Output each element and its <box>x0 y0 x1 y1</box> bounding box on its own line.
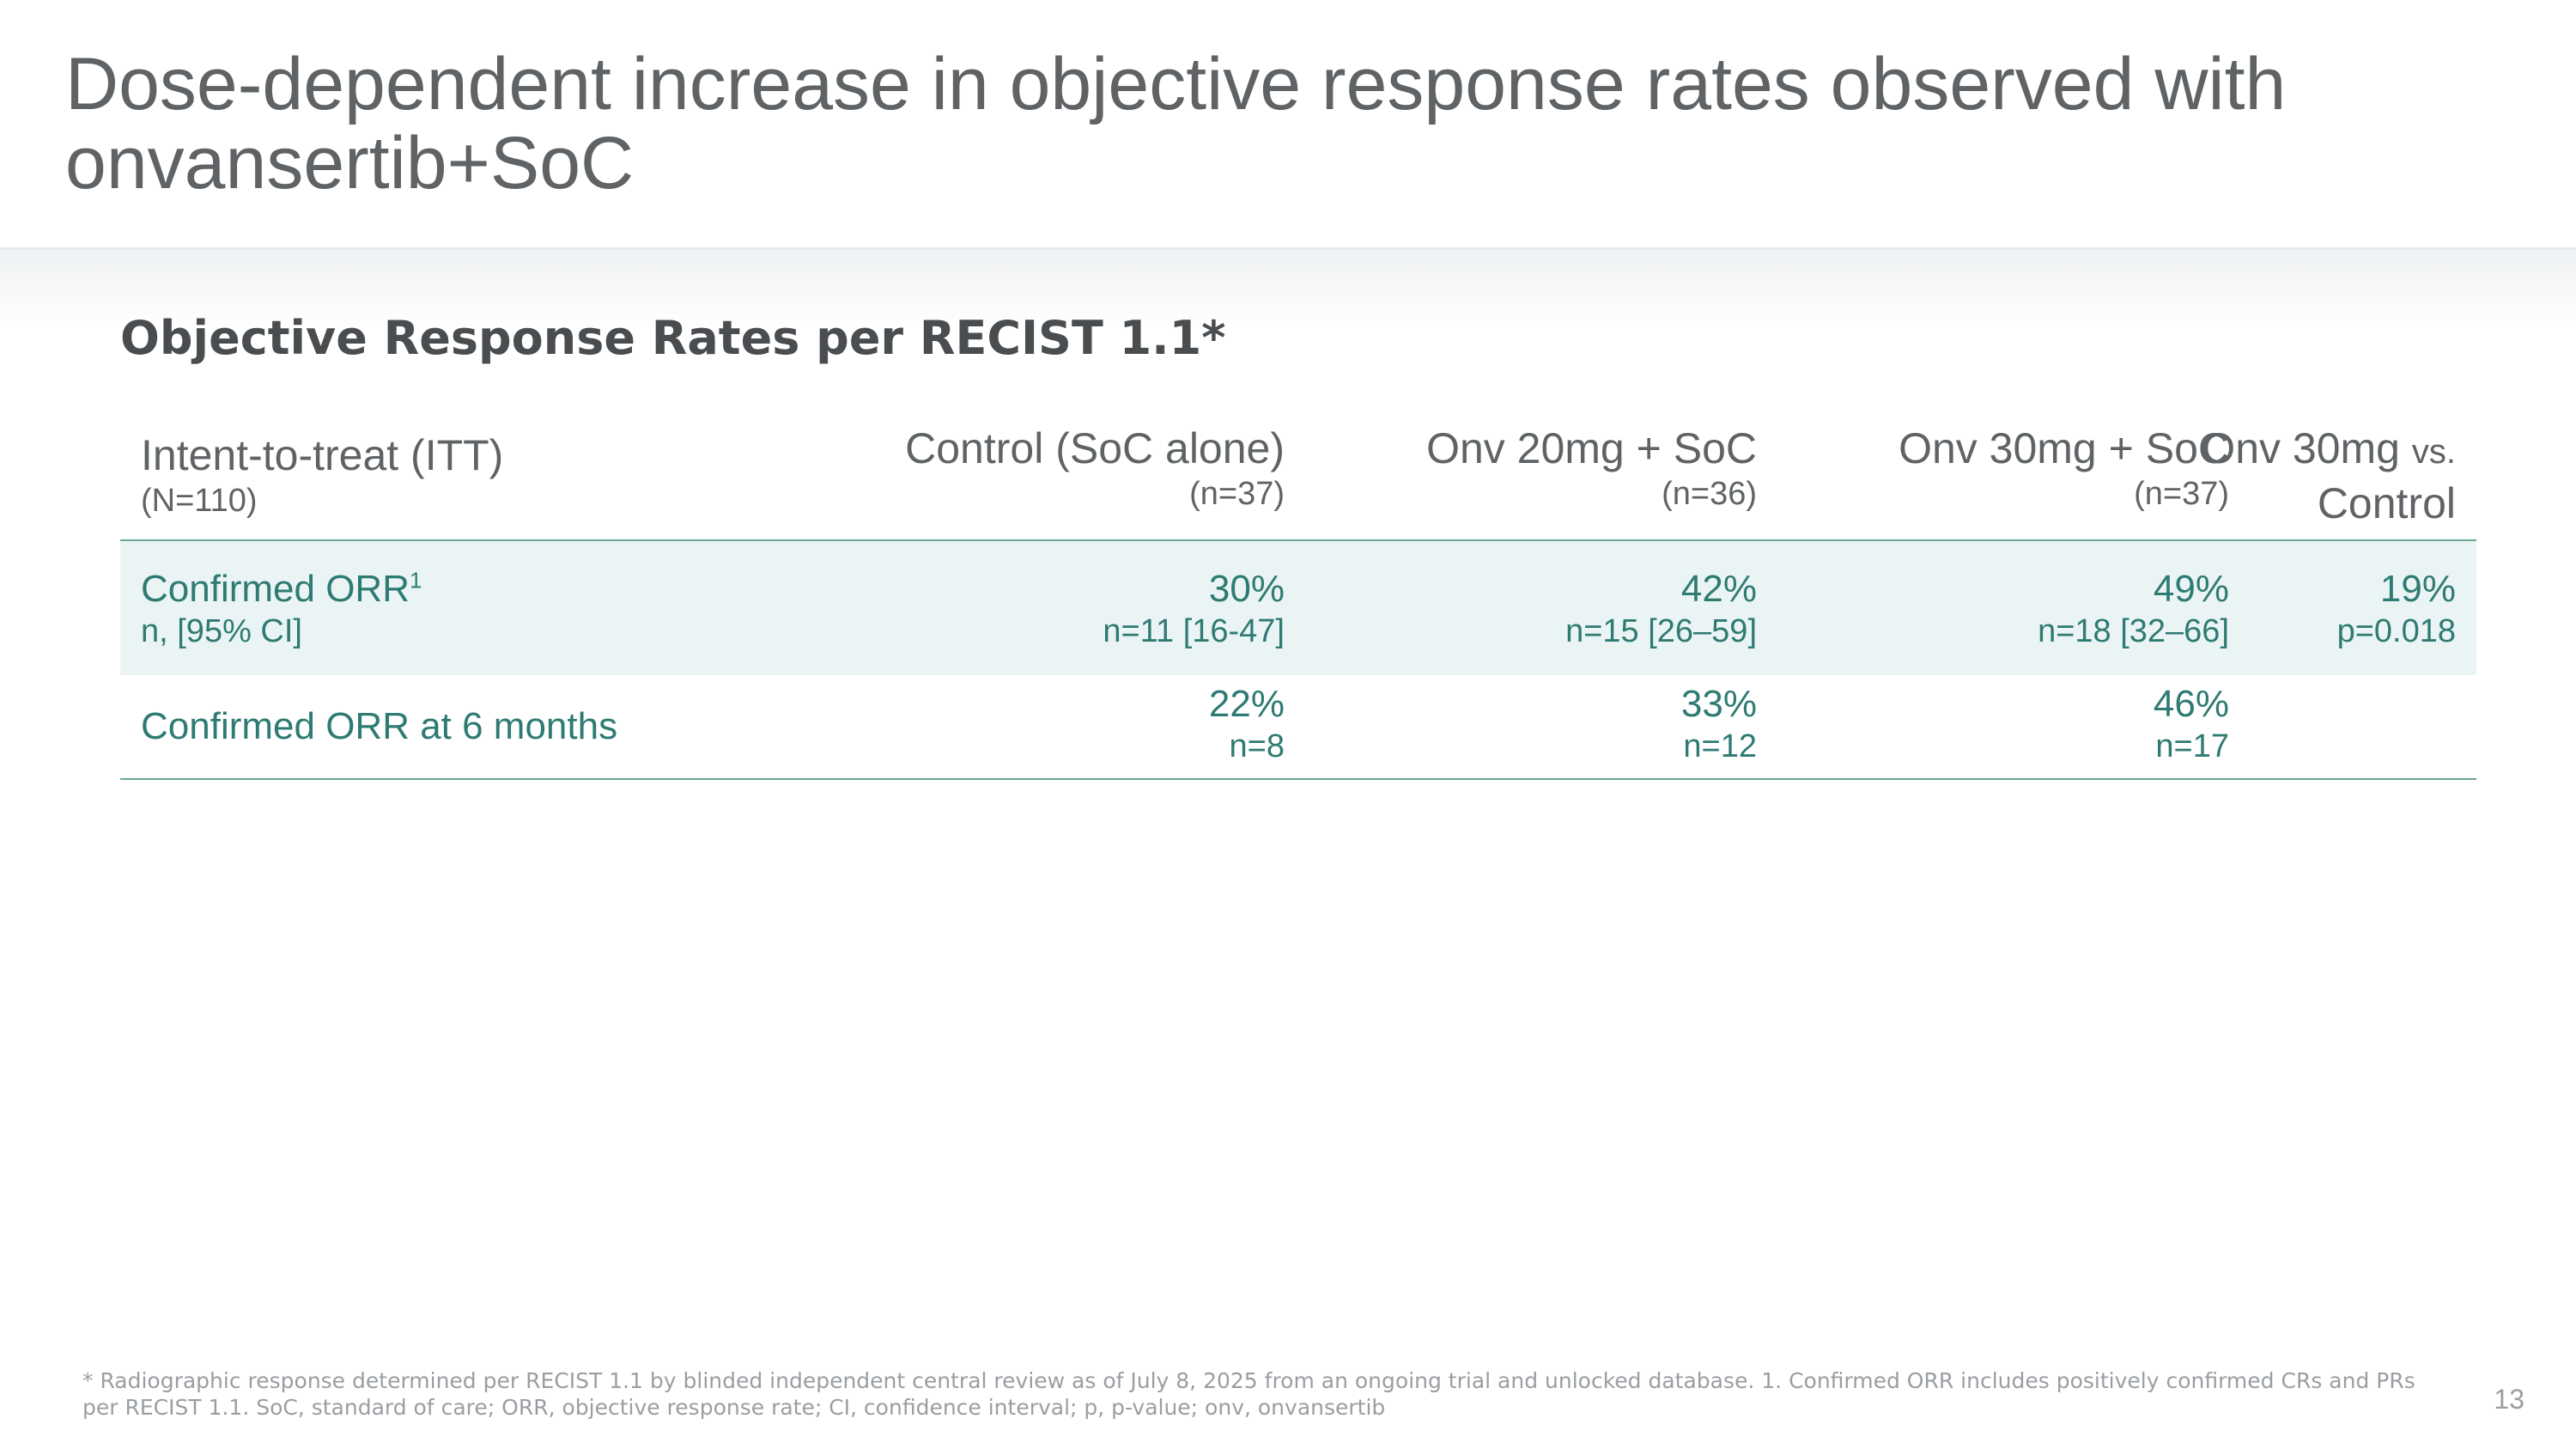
table-row-confirmed-orr-6-months: Confirmed ORR at 6 months 22% n=8 33% n=… <box>120 675 2476 780</box>
population-header-cell: Intent-to-treat (ITT) (N=110) <box>141 429 776 521</box>
onv30-label: Onv 30mg + SoC <box>1899 424 2229 472</box>
comparison-label-b: Control <box>2317 479 2456 527</box>
control-orr6-pct: 22% <box>1208 683 1285 725</box>
table-header-row: Intent-to-treat (ITT) (N=110) Control (S… <box>120 419 2476 541</box>
onv20-label: Onv 20mg + SoC <box>1426 424 1757 472</box>
onv30-header-cell: Onv 30mg + SoC (n=37) <box>1700 423 2229 514</box>
onv20-orr-cell: 42% n=15 [26–59] <box>1228 567 1757 651</box>
onv20-header-cell: Onv 20mg + SoC (n=36) <box>1228 423 1757 514</box>
page-number: 13 <box>2494 1384 2524 1415</box>
comparison-orr-pct: 19% <box>2379 568 2456 610</box>
onv30-orr6-detail: n=17 <box>2155 728 2229 764</box>
onv20-orr6-pct: 33% <box>1680 683 1757 725</box>
onv20-orr-detail: n=15 [26–59] <box>1565 613 1757 649</box>
onv20-orr6-detail: n=12 <box>1683 728 1757 764</box>
comparison-label-line1: Onv 30mg vs. <box>2112 423 2456 478</box>
onv20-n: (n=36) <box>1662 476 1757 512</box>
onv30-orr-detail: n=18 [32–66] <box>2038 613 2229 649</box>
control-orr6-cell: 22% n=8 <box>756 682 1285 766</box>
confirmed-orr-label-cell: Confirmed ORR1 n, [95% CI] <box>141 567 776 651</box>
confirmed-orr-label: Confirmed ORR1 <box>141 567 422 610</box>
orr-table: Intent-to-treat (ITT) (N=110) Control (S… <box>120 419 2476 780</box>
orr6-label-cell: Confirmed ORR at 6 months <box>141 704 776 749</box>
control-orr6-detail: n=8 <box>1229 728 1285 764</box>
confirmed-orr-sublabel: n, [95% CI] <box>141 613 302 649</box>
onv30-orr6-cell: 46% n=17 <box>1700 682 2229 766</box>
section-title: Objective Response Rates per RECIST 1.1* <box>120 311 1226 365</box>
control-n: (n=37) <box>1189 476 1285 512</box>
control-orr-detail: n=11 [16-47] <box>1103 613 1285 649</box>
orr6-label: Confirmed ORR at 6 months <box>141 705 618 747</box>
footnote: * Radiographic response determined per R… <box>82 1368 2415 1420</box>
control-label: Control (SoC alone) <box>905 424 1285 472</box>
comparison-label-a: Onv 30mg <box>2202 424 2400 472</box>
onv20-orr6-cell: 33% n=12 <box>1228 682 1757 766</box>
footnote-marker: 1 <box>409 567 422 594</box>
onv30-orr6-pct: 46% <box>2153 683 2229 725</box>
table-row-confirmed-orr: Confirmed ORR1 n, [95% CI] 30% n=11 [16-… <box>120 541 2476 675</box>
control-orr-pct: 30% <box>1208 568 1285 610</box>
control-header-cell: Control (SoC alone) (n=37) <box>756 423 1285 514</box>
comparison-label-vs: vs. <box>2411 433 2456 471</box>
comparison-header-cell: Onv 30mg vs. Control <box>2112 423 2456 529</box>
control-orr-cell: 30% n=11 [16-47] <box>756 567 1285 651</box>
onv20-orr-pct: 42% <box>1680 568 1757 610</box>
population-label: Intent-to-treat (ITT) <box>141 431 504 479</box>
onv30-n: (n=37) <box>2134 476 2229 512</box>
header-band <box>0 247 2576 328</box>
population-n: (N=110) <box>141 483 258 519</box>
comparison-orr-pvalue: p=0.018 <box>2336 613 2456 649</box>
slide-title: Dose-dependent increase in objective res… <box>65 43 2287 204</box>
onv30-orr-cell: 49% n=18 [32–66] <box>1700 567 2229 651</box>
onv30-orr-pct: 49% <box>2153 568 2229 610</box>
comparison-orr-cell: 19% p=0.018 <box>2112 567 2456 651</box>
